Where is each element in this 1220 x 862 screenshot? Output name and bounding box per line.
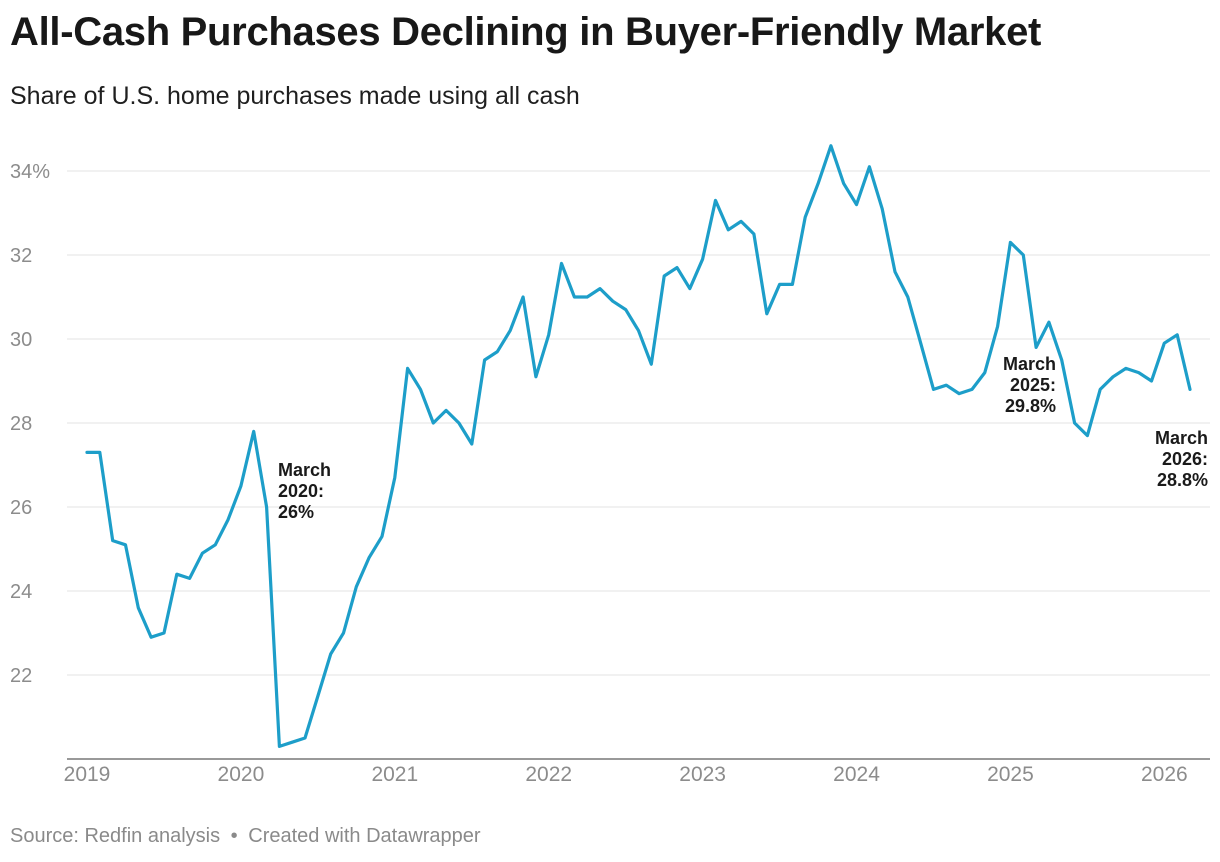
y-tick-label: 32 xyxy=(10,245,32,267)
y-tick-label: 26 xyxy=(10,497,32,519)
cash-share-line xyxy=(85,144,1192,749)
x-axis: 2019 2020 2021 2022 2023 2024 2025 2026 xyxy=(64,758,1210,786)
annotation-text: 2020: xyxy=(278,481,324,501)
x-tick-label: 2019 xyxy=(64,763,111,786)
x-tick-label: 2024 xyxy=(833,763,880,786)
credit-link[interactable]: Created with Datawrapper xyxy=(248,825,481,847)
source-note: Source: Redfin analysis xyxy=(10,825,221,847)
annotation-text: 29.8% xyxy=(1005,396,1056,416)
y-tick-label: 22 xyxy=(10,665,32,687)
x-tick-label: 2023 xyxy=(679,763,726,786)
y-tick-label: 34% xyxy=(10,161,50,183)
annotation-text: March xyxy=(1155,428,1208,448)
chart-title: All-Cash Purchases Declining in Buyer-Fr… xyxy=(10,10,1042,54)
footer-separator: • xyxy=(230,825,238,847)
annotation-text: 28.8% xyxy=(1157,470,1208,490)
annotation-text: 2025: xyxy=(1010,375,1056,395)
chart-footer: Source: Redfin analysis • Created with D… xyxy=(10,825,481,848)
y-tick-label: 30 xyxy=(10,329,32,351)
chart-subtitle: Share of U.S. home purchases made using … xyxy=(10,82,580,110)
x-tick-label: 2021 xyxy=(371,763,418,786)
x-tick-label: 2022 xyxy=(525,763,572,786)
series-layer xyxy=(85,144,1192,749)
x-tick-label: 2025 xyxy=(987,763,1034,786)
y-tick-label: 24 xyxy=(10,581,32,603)
annotations: March2020:26%March2025:29.8%March2026:28… xyxy=(278,354,1208,522)
x-tick-label: 2020 xyxy=(218,763,265,786)
annotation-text: 26% xyxy=(278,502,314,522)
annotation-text: March xyxy=(278,460,331,480)
y-tick-label: 28 xyxy=(10,413,32,435)
annotation-text: 2026: xyxy=(1162,449,1208,469)
x-tick-label: 2026 xyxy=(1141,763,1188,786)
annotation-text: March xyxy=(1003,354,1056,374)
gridlines: 22 24 26 28 30 32 34% xyxy=(10,161,1210,687)
